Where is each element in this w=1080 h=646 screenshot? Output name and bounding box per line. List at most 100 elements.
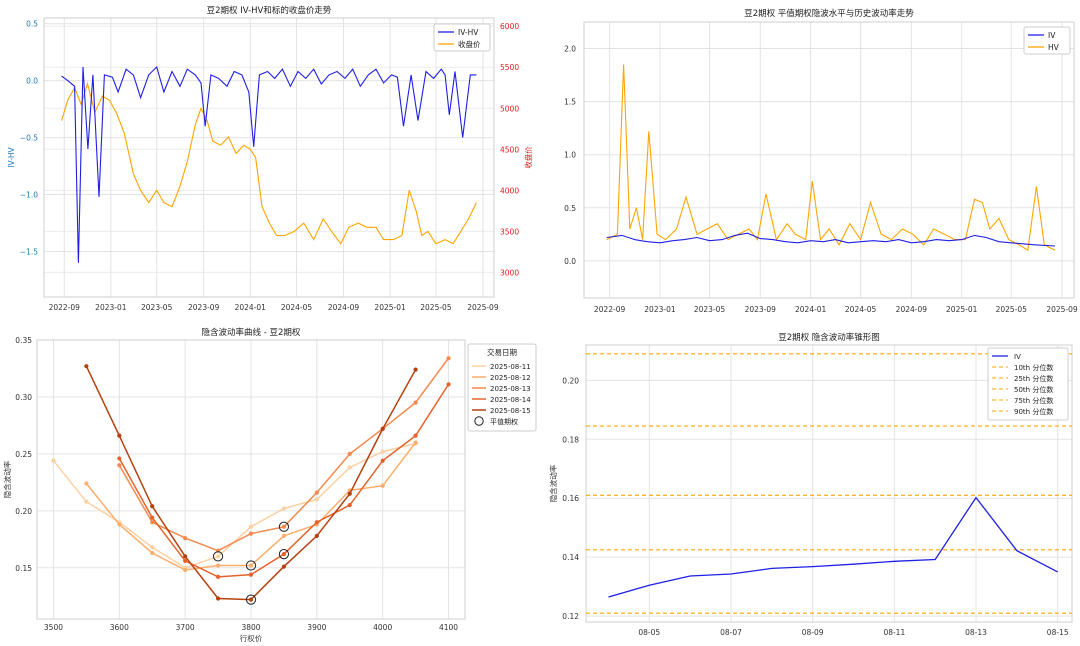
x-tick-label: 3900	[307, 623, 326, 632]
x-tick-label: 4000	[373, 623, 392, 632]
legend-label-iv: IV	[1014, 353, 1021, 361]
smile-point	[183, 554, 188, 559]
y-tick-label: 0.20	[15, 507, 32, 516]
legend-atm-label: 平值期权	[490, 417, 518, 426]
smile-point	[281, 506, 287, 511]
smile-point	[281, 564, 287, 569]
y-axis-label: 隐含波动率	[548, 464, 558, 502]
smile-point	[150, 520, 155, 525]
smile-point	[347, 491, 352, 496]
smile-point	[117, 522, 122, 527]
y-tick-label: 0.18	[562, 435, 579, 444]
smile-point	[248, 563, 254, 568]
y-tick-label: 0.35	[15, 336, 32, 345]
x-tick-label: 2025-09	[1046, 305, 1078, 314]
chart-title: 豆2期权 隐含波动率锥形图	[778, 332, 880, 343]
legend-label-percentile: 25th 分位数	[1014, 374, 1053, 383]
x-tick-label: 2024-01	[795, 305, 827, 314]
legend-label-ivhv: IV-HV	[458, 28, 479, 37]
y-axis-label: 隐含波动率	[2, 460, 12, 498]
y-tick-label: 0.14	[562, 553, 579, 562]
atm-marker	[212, 551, 224, 562]
x-tick-label: 2023-09	[745, 305, 777, 314]
x-tick-label: 2025-01	[374, 303, 406, 312]
x-tick-label: 4100	[439, 623, 458, 632]
series-close-line	[61, 81, 477, 245]
smile-line-2025-08-14	[118, 383, 450, 578]
plot-frame	[583, 21, 1075, 299]
y-tick-label: 0.0	[564, 257, 576, 266]
series-iv-line	[608, 496, 1058, 598]
smile-point	[150, 545, 155, 550]
x-tick-label: 2023-01	[95, 303, 127, 312]
smile-point	[380, 483, 385, 488]
y-tick-label: 0.15	[15, 564, 32, 573]
iv-cone-chart: 豆2期权 隐含波动率锥形图 0.20 0.18 0.16 0.14 0.12 08-05 08…	[548, 332, 1073, 637]
legend-label-percentile: 90th 分位数	[1014, 407, 1053, 416]
x-tick-label: 2025-01	[946, 305, 978, 314]
plot-frame	[585, 344, 1073, 623]
smile-point	[117, 456, 122, 461]
chart-title: 豆2期权 平值期权隐波水平与历史波动率走势	[744, 8, 914, 19]
x-tick-label: 08-05	[638, 628, 660, 637]
smile-point	[117, 433, 122, 438]
smile-point	[347, 503, 352, 508]
smile-point	[117, 463, 122, 468]
legend-label-close: 收盘价	[458, 39, 481, 49]
x-tick-label: 08-13	[965, 628, 987, 637]
x-tick-label: 08-11	[883, 628, 905, 637]
smile-point	[215, 574, 221, 579]
smile-point	[413, 433, 418, 438]
smile-point	[446, 382, 451, 387]
series-iv-line	[606, 232, 1056, 247]
smile-point	[347, 451, 352, 456]
smile-point	[84, 364, 89, 369]
smile-point	[248, 524, 254, 529]
x-tick-label: 2025-05	[420, 303, 452, 312]
y2-tick-label: 3500	[500, 227, 519, 236]
smile-point	[380, 449, 385, 454]
x-tick-label: 2024-09	[328, 303, 360, 312]
y-tick-label: 0.25	[15, 450, 32, 459]
y-tick-label: −1.5	[20, 247, 38, 256]
x-tick-label: 08-07	[720, 628, 742, 637]
x-tick-label: 08-15	[1047, 628, 1069, 637]
smile-point	[446, 356, 451, 361]
y-tick-label: 1.0	[564, 151, 576, 160]
y2-tick-label: 5500	[500, 63, 519, 72]
y2-axis-label: 收盘价	[523, 146, 533, 169]
smile-point	[215, 554, 221, 559]
x-tick-label: 3800	[241, 623, 260, 632]
legend-label-hv: HV	[1048, 43, 1060, 52]
chart-title: 隐含波动率曲线 - 豆2期权	[202, 327, 301, 338]
smile-point	[413, 400, 418, 405]
legend-label: 2025-08-12	[490, 374, 531, 382]
smile-point	[84, 481, 89, 486]
x-tick-label: 3700	[176, 623, 195, 632]
smile-point	[215, 596, 221, 601]
legend-label-iv: IV	[1048, 31, 1056, 40]
legend-label-percentile: 75th 分位数	[1014, 396, 1053, 405]
x-tick-label: 2024-01	[235, 303, 267, 312]
iv-smile-chart: 隐含波动率曲线 - 豆2期权 0.35 0.30 0.25 0.20 0.15 3500 36…	[2, 327, 537, 643]
smile-point	[314, 533, 319, 538]
x-tick-label: 2024-05	[281, 303, 313, 312]
smile-point	[413, 440, 418, 445]
smile-point	[248, 597, 254, 602]
plot-frame	[36, 339, 466, 620]
smile-point	[150, 550, 155, 556]
x-tick-label: 3600	[110, 623, 129, 632]
legend-label: 2025-08-15	[490, 407, 531, 415]
smile-point	[413, 367, 418, 372]
x-tick-label: 2022-09	[49, 303, 81, 312]
y-axis-label: IV-HV	[7, 146, 16, 167]
x-tick-label: 2024-09	[896, 305, 928, 314]
smile-point	[51, 458, 56, 463]
legend-box	[987, 347, 1069, 421]
smile-point	[248, 531, 254, 536]
y2-tick-label: 3000	[500, 268, 519, 277]
x-tick-label: 08-09	[802, 628, 824, 637]
atm-marker	[245, 594, 257, 605]
x-tick-label: 2023-05	[141, 303, 173, 312]
y2-tick-label: 6000	[500, 22, 519, 31]
